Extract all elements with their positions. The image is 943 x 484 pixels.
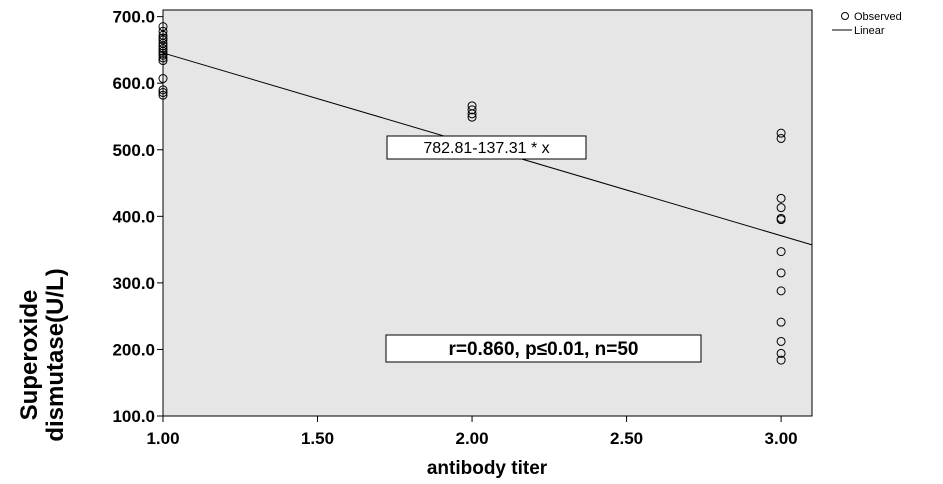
observed-point	[158, 50, 168, 60]
observed-point	[158, 53, 168, 63]
x-tick-label: 1.00	[146, 429, 179, 448]
y-tick-label: 400.0	[112, 207, 155, 226]
legend-observed-marker	[841, 12, 849, 20]
y-axis-title-line2: dismutase(U/L)	[42, 268, 69, 441]
observed-point	[158, 22, 168, 32]
observed-point	[776, 317, 786, 327]
observed-point	[158, 56, 168, 66]
observed-point	[776, 348, 786, 358]
observed-point	[776, 193, 786, 203]
observed-point	[158, 90, 168, 100]
stats-label: r=0.860, p≤0.01, n=50	[449, 339, 639, 360]
x-axis: 1.00 1.50 2.00 2.50 3.00	[146, 416, 798, 448]
equation-label: 782.81-137.31 * x	[423, 140, 549, 157]
stats-annotation: r=0.860, p≤0.01, n=50	[385, 334, 702, 363]
observed-point	[776, 203, 786, 213]
observed-point	[776, 268, 786, 278]
x-tick-label: 3.00	[765, 429, 798, 448]
observed-point	[467, 105, 477, 115]
legend: Observed Linear	[832, 11, 902, 37]
observed-point	[467, 112, 477, 122]
legend-linear-label: Linear	[854, 25, 885, 37]
observed-point	[776, 247, 786, 257]
observed-point	[158, 85, 168, 95]
y-tick-label: 200.0	[112, 340, 155, 359]
stats-box	[385, 334, 702, 363]
x-tick-label: 2.00	[456, 429, 489, 448]
observed-point	[776, 286, 786, 296]
observed-point	[158, 74, 168, 84]
equation-annotation: 782.81-137.31 * x	[386, 135, 587, 160]
observed-points-group	[158, 22, 786, 365]
observed-point	[158, 88, 168, 98]
observed-point	[158, 26, 168, 36]
observed-point	[776, 336, 786, 346]
y-tick-label: 700.0	[112, 8, 155, 27]
y-tick-label: 300.0	[112, 274, 155, 293]
observed-point	[158, 35, 168, 45]
observed-point	[158, 41, 168, 51]
observed-point	[158, 44, 168, 54]
observed-point	[776, 215, 786, 225]
y-axis: 100.0 200.0 300.0 400.0 500.0 600.0 700.0	[112, 8, 163, 426]
observed-point	[776, 133, 786, 143]
x-tick-label: 2.50	[610, 429, 643, 448]
y-axis-title: Superoxide dismutase(U/L)	[16, 268, 69, 441]
y-tick-label: 600.0	[112, 74, 155, 93]
observed-point	[776, 355, 786, 365]
y-tick-label: 100.0	[112, 407, 155, 426]
observed-point	[776, 128, 786, 138]
legend-observed-label: Observed	[854, 11, 902, 23]
x-tick-label: 1.50	[301, 429, 334, 448]
y-axis-title-line1: Superoxide	[16, 290, 43, 421]
y-tick-label: 500.0	[112, 141, 155, 160]
x-axis-title: antibody titer	[427, 458, 548, 479]
observed-point	[467, 109, 477, 119]
equation-box	[386, 135, 587, 160]
